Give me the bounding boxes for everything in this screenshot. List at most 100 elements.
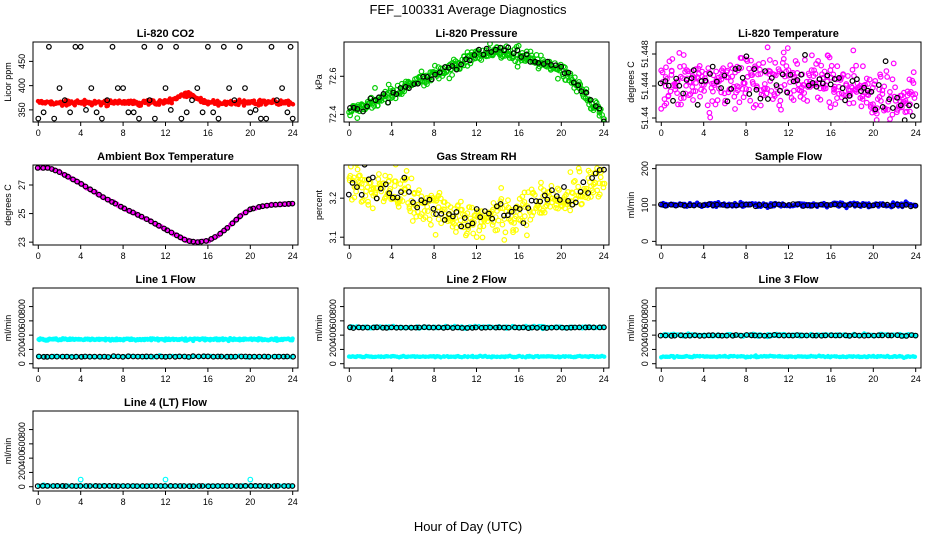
data-point	[415, 190, 421, 197]
data-point	[194, 85, 201, 91]
data-point	[501, 212, 507, 219]
y-tick-label: 0	[640, 361, 650, 366]
data-point	[582, 194, 589, 201]
y-tick-label: 600	[328, 313, 338, 328]
data-point	[495, 217, 502, 224]
data-point	[374, 324, 380, 331]
data-point	[218, 353, 225, 360]
data-point	[519, 193, 526, 200]
data-point	[40, 109, 47, 116]
data-point	[850, 99, 857, 106]
data-point	[906, 102, 912, 109]
data-point	[458, 223, 465, 230]
data-point	[747, 97, 754, 104]
data-point	[505, 44, 512, 51]
data-point	[265, 483, 272, 490]
data-point	[888, 332, 895, 339]
data-point	[397, 85, 404, 91]
data-point	[868, 88, 875, 95]
data-point	[521, 213, 528, 220]
data-point	[433, 211, 440, 218]
panel-ylabel: percent	[314, 189, 324, 220]
data-point	[390, 89, 397, 96]
data-point	[435, 216, 442, 223]
data-point	[842, 97, 848, 104]
data-point	[859, 93, 866, 100]
data-point	[358, 191, 365, 198]
data-point	[858, 103, 865, 110]
data-point	[751, 66, 758, 72]
data-point	[392, 165, 399, 168]
data-point	[767, 57, 773, 63]
data-point	[501, 47, 507, 54]
data-point	[809, 332, 816, 339]
data-point	[186, 238, 193, 245]
data-point	[183, 109, 190, 116]
data-point	[794, 61, 801, 67]
data-point	[685, 68, 691, 75]
data-point	[544, 196, 551, 203]
data-point	[555, 75, 561, 82]
data-point	[380, 198, 387, 205]
data-point	[575, 165, 582, 172]
data-point	[403, 167, 410, 174]
data-point	[781, 81, 788, 88]
data-point	[836, 74, 842, 81]
data-point	[554, 185, 561, 192]
data-point	[73, 353, 80, 360]
data-point	[162, 85, 169, 91]
data-point	[798, 71, 805, 78]
data-point	[92, 483, 99, 489]
data-point	[35, 115, 42, 122]
data-point	[780, 49, 787, 56]
panel-10: Line 4 (LT) Flow ml/min 0 4 8 12 16 20 24 0 200400…	[3, 397, 299, 507]
data-point	[897, 102, 904, 109]
data-point	[505, 324, 512, 331]
data-point	[177, 234, 184, 241]
data-point	[802, 57, 808, 63]
data-point	[577, 188, 584, 195]
data-point	[851, 72, 857, 79]
x-tick-label: 12	[160, 497, 170, 507]
data-point	[473, 234, 480, 241]
data-point	[498, 184, 505, 191]
data-point	[290, 353, 297, 360]
data-point	[707, 70, 713, 77]
data-point	[906, 90, 913, 97]
data-point	[764, 85, 771, 92]
data-point	[602, 354, 607, 359]
data-point	[56, 169, 63, 176]
data-point	[513, 226, 519, 233]
data-point	[82, 183, 89, 190]
data-point	[418, 211, 425, 217]
y-tick-label: 100	[640, 197, 650, 212]
data-point	[287, 43, 294, 50]
data-point	[256, 203, 262, 210]
x-tick-label: 24	[911, 128, 921, 138]
data-point	[872, 77, 879, 84]
data-point	[818, 332, 825, 339]
data-point	[91, 188, 97, 195]
data-point	[350, 174, 357, 181]
data-point	[738, 332, 744, 339]
data-point	[414, 80, 421, 87]
x-tick-label: 16	[826, 374, 836, 384]
data-point	[789, 354, 795, 359]
x-tick-label: 16	[203, 251, 213, 261]
data-point	[229, 220, 236, 227]
data-point	[167, 106, 174, 113]
data-point	[497, 201, 504, 207]
data-point	[489, 221, 496, 228]
data-point	[889, 76, 896, 83]
data-point	[473, 324, 479, 331]
data-point	[237, 213, 244, 220]
data-point	[698, 78, 705, 85]
y-tick-label: 400	[17, 328, 27, 343]
data-point	[120, 85, 126, 91]
y-tick-label: 0	[640, 239, 650, 244]
data-point	[232, 353, 239, 360]
data-point	[739, 74, 746, 81]
data-point	[709, 332, 716, 339]
data-point	[826, 54, 833, 61]
data-point	[784, 45, 791, 51]
